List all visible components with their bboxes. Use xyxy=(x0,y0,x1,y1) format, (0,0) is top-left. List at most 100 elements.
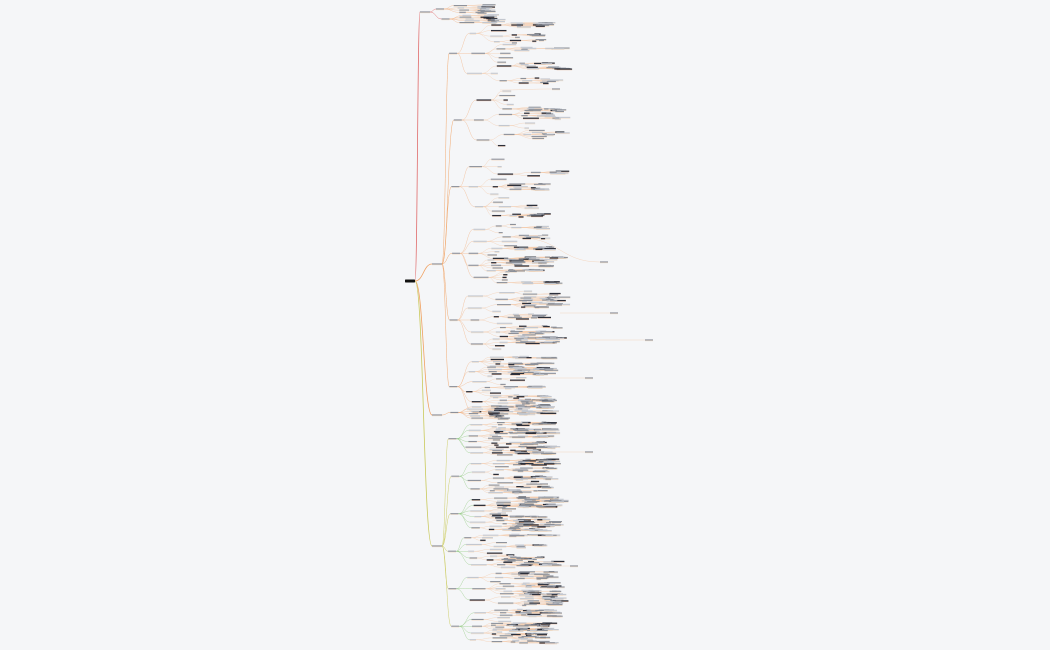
topic-node[interactable] xyxy=(470,521,486,523)
topic-node[interactable] xyxy=(532,258,548,260)
topic-node[interactable] xyxy=(544,629,559,631)
topic-node[interactable] xyxy=(502,43,517,45)
topic-node[interactable] xyxy=(529,129,545,131)
topic-node[interactable] xyxy=(504,633,516,635)
topic-node[interactable] xyxy=(514,187,522,189)
topic-node[interactable] xyxy=(551,594,558,596)
topic-node[interactable] xyxy=(530,214,536,216)
topic-node[interactable] xyxy=(524,235,539,237)
topic-node[interactable] xyxy=(540,564,547,566)
topic-node[interactable] xyxy=(509,367,517,369)
topic-node[interactable] xyxy=(520,638,533,640)
topic-node[interactable] xyxy=(537,490,548,492)
topic-node[interactable] xyxy=(432,263,442,265)
topic-node[interactable] xyxy=(470,510,485,512)
topic-node[interactable] xyxy=(524,122,536,124)
topic-node[interactable] xyxy=(514,338,524,340)
topic-node[interactable] xyxy=(514,337,528,339)
topic-node[interactable] xyxy=(521,583,527,585)
topic-node[interactable] xyxy=(512,492,523,494)
topic-node[interactable] xyxy=(505,443,512,445)
topic-node[interactable] xyxy=(487,375,493,377)
topic-node[interactable] xyxy=(516,396,525,398)
topic-node[interactable] xyxy=(496,631,503,633)
topic-node[interactable] xyxy=(526,386,532,388)
topic-node[interactable] xyxy=(518,636,524,638)
topic-node[interactable] xyxy=(531,35,545,37)
topic-node[interactable] xyxy=(449,52,458,54)
topic-node[interactable] xyxy=(472,625,483,627)
topic-node[interactable] xyxy=(536,188,550,190)
topic-node[interactable] xyxy=(533,490,538,492)
topic-node[interactable] xyxy=(518,463,526,465)
topic-node[interactable] xyxy=(449,319,458,321)
topic-node[interactable] xyxy=(492,396,499,398)
topic-node[interactable] xyxy=(527,428,539,431)
topic-node[interactable] xyxy=(544,281,558,283)
topic-node[interactable] xyxy=(515,357,527,359)
topic-node[interactable] xyxy=(538,497,554,499)
topic-node[interactable] xyxy=(495,469,504,471)
topic-node[interactable] xyxy=(499,292,515,294)
topic-node[interactable] xyxy=(498,427,506,429)
topic-node[interactable] xyxy=(533,183,546,185)
topic-node[interactable] xyxy=(471,52,485,54)
topic-node[interactable] xyxy=(552,327,563,329)
topic-node[interactable] xyxy=(541,612,551,614)
topic-node[interactable] xyxy=(527,559,533,561)
topic-node[interactable] xyxy=(532,471,546,473)
topic-node[interactable] xyxy=(531,135,547,137)
topic-node[interactable] xyxy=(556,132,570,134)
topic-node[interactable] xyxy=(524,282,533,284)
topic-node[interactable] xyxy=(470,424,483,426)
topic-node[interactable] xyxy=(541,111,547,113)
topic-node[interactable] xyxy=(491,633,497,635)
topic-node[interactable] xyxy=(528,206,533,208)
topic-node[interactable] xyxy=(532,40,537,42)
topic-node[interactable] xyxy=(448,550,457,552)
topic-node[interactable] xyxy=(499,80,507,82)
topic-node[interactable] xyxy=(464,537,472,539)
topic-node[interactable] xyxy=(538,496,546,498)
topic-node[interactable] xyxy=(519,575,534,578)
topic-node[interactable] xyxy=(500,52,511,54)
topic-node[interactable] xyxy=(522,237,532,240)
topic-node[interactable] xyxy=(519,247,529,249)
topic-node[interactable] xyxy=(515,525,530,527)
topic-node[interactable] xyxy=(542,336,556,338)
topic-node[interactable] xyxy=(557,593,567,595)
topic-node[interactable] xyxy=(556,68,573,70)
topic-node[interactable] xyxy=(450,411,459,413)
topic-node[interactable] xyxy=(497,500,511,502)
topic-node[interactable] xyxy=(585,377,593,379)
topic-node[interactable] xyxy=(497,418,509,420)
topic-node[interactable] xyxy=(496,65,512,67)
topic-node[interactable] xyxy=(509,515,525,517)
topic-node[interactable] xyxy=(533,372,540,374)
topic-node[interactable] xyxy=(529,369,535,371)
topic-node[interactable] xyxy=(546,612,562,614)
topic-node[interactable] xyxy=(529,34,546,36)
topic-node[interactable] xyxy=(500,566,516,568)
topic-node[interactable] xyxy=(536,625,549,627)
topic-node[interactable] xyxy=(520,486,531,488)
topic-node[interactable] xyxy=(551,560,565,563)
topic-node[interactable] xyxy=(492,338,500,340)
topic-node[interactable] xyxy=(548,297,560,299)
topic-node[interactable] xyxy=(545,299,554,301)
topic-node[interactable] xyxy=(488,412,500,414)
topic-node[interactable] xyxy=(495,20,505,22)
topic-node[interactable] xyxy=(508,269,514,271)
topic-node[interactable] xyxy=(532,451,544,453)
topic-node[interactable] xyxy=(482,9,496,11)
topic-node[interactable] xyxy=(520,336,530,338)
topic-node[interactable] xyxy=(512,313,519,315)
topic-node[interactable] xyxy=(496,503,504,505)
topic-node[interactable] xyxy=(459,9,469,11)
topic-node[interactable] xyxy=(533,404,541,406)
topic-node[interactable] xyxy=(507,316,522,318)
topic-node[interactable] xyxy=(536,227,550,230)
topic-node[interactable] xyxy=(523,524,539,526)
root-topic[interactable] xyxy=(405,279,415,283)
topic-node[interactable] xyxy=(527,633,534,635)
